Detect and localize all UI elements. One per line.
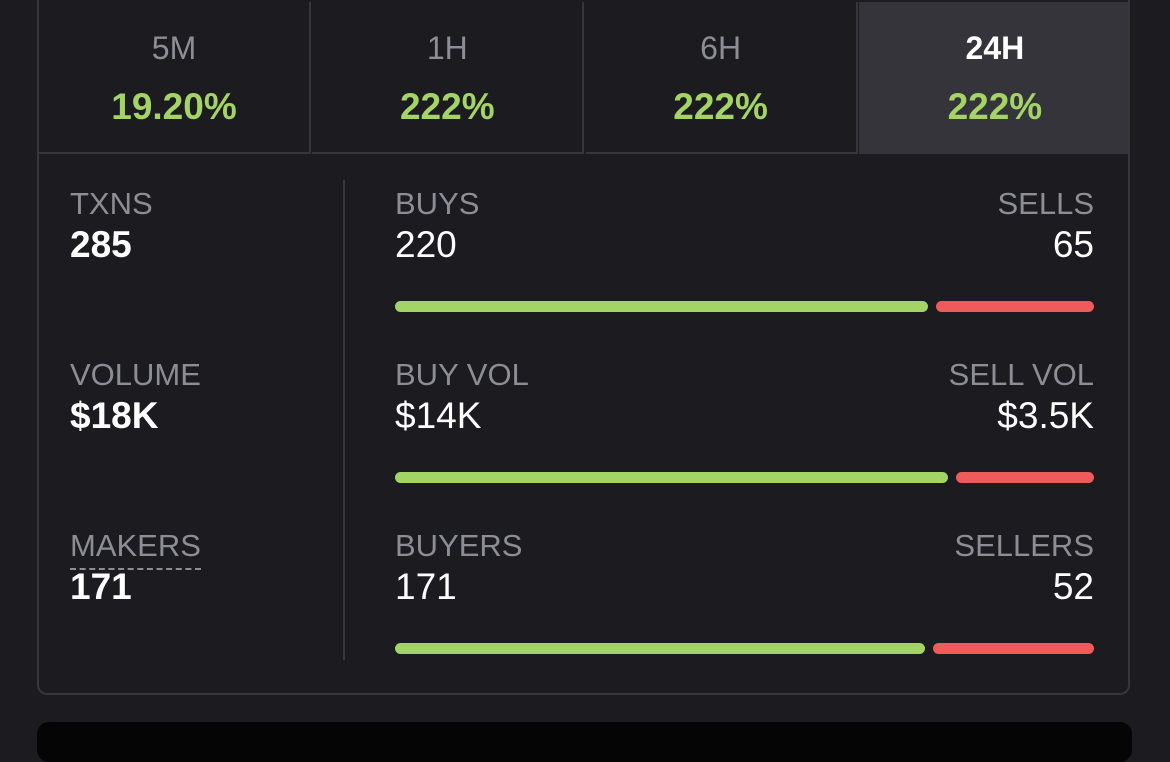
buy-bar — [395, 643, 925, 654]
buy-label: BUY VOL — [395, 357, 529, 392]
buy-label: BUYERS — [395, 528, 523, 563]
buy-bar — [395, 472, 948, 483]
price-change: 222% — [399, 86, 495, 127]
sell-value: 52 — [1052, 566, 1094, 607]
stat-value: 285 — [70, 224, 132, 265]
sell-label: SELL VOL — [948, 357, 1094, 392]
buy-value: 171 — [395, 566, 457, 607]
sell-label: SELLERS — [954, 528, 1094, 563]
buy-bar — [395, 301, 929, 312]
stat-label: MAKERS — [70, 528, 201, 570]
buy-value: 220 — [395, 224, 457, 265]
column-divider — [343, 180, 345, 660]
stat-value: 171 — [70, 566, 132, 607]
timeframe-tab[interactable]: 1H 222% — [312, 2, 585, 154]
buy-value: $14K — [395, 395, 482, 436]
sell-value: 65 — [1052, 224, 1094, 265]
timeframe-tab[interactable]: 24H 222% — [858, 2, 1128, 154]
sell-label: SELLS — [997, 186, 1094, 221]
timeframe-tab[interactable]: 5M 19.20% — [39, 2, 311, 154]
tab-label: 1H — [426, 30, 468, 66]
buy-label: BUYS — [395, 186, 480, 221]
sell-bar — [955, 472, 1094, 483]
sell-bar — [936, 301, 1094, 312]
price-change: 222% — [673, 86, 768, 127]
timeframe-tab[interactable]: 6H 222% — [585, 2, 858, 154]
stat-label: VOLUME — [70, 357, 201, 392]
sell-value: $3.5K — [997, 395, 1094, 436]
tab-label: 6H — [700, 30, 742, 66]
price-change: 19.20% — [111, 86, 237, 127]
stat-value: $18K — [70, 395, 159, 436]
price-change: 222% — [947, 86, 1043, 127]
tab-label: 5M — [151, 30, 197, 66]
sell-bar — [932, 643, 1094, 654]
stat-label: TXNS — [70, 186, 153, 221]
next-panel — [37, 722, 1132, 762]
stats-card: 5M 19.20% 1H 222% 6H 222% 24H 222% — [37, 0, 1130, 695]
tab-label: 24H — [965, 30, 1025, 66]
